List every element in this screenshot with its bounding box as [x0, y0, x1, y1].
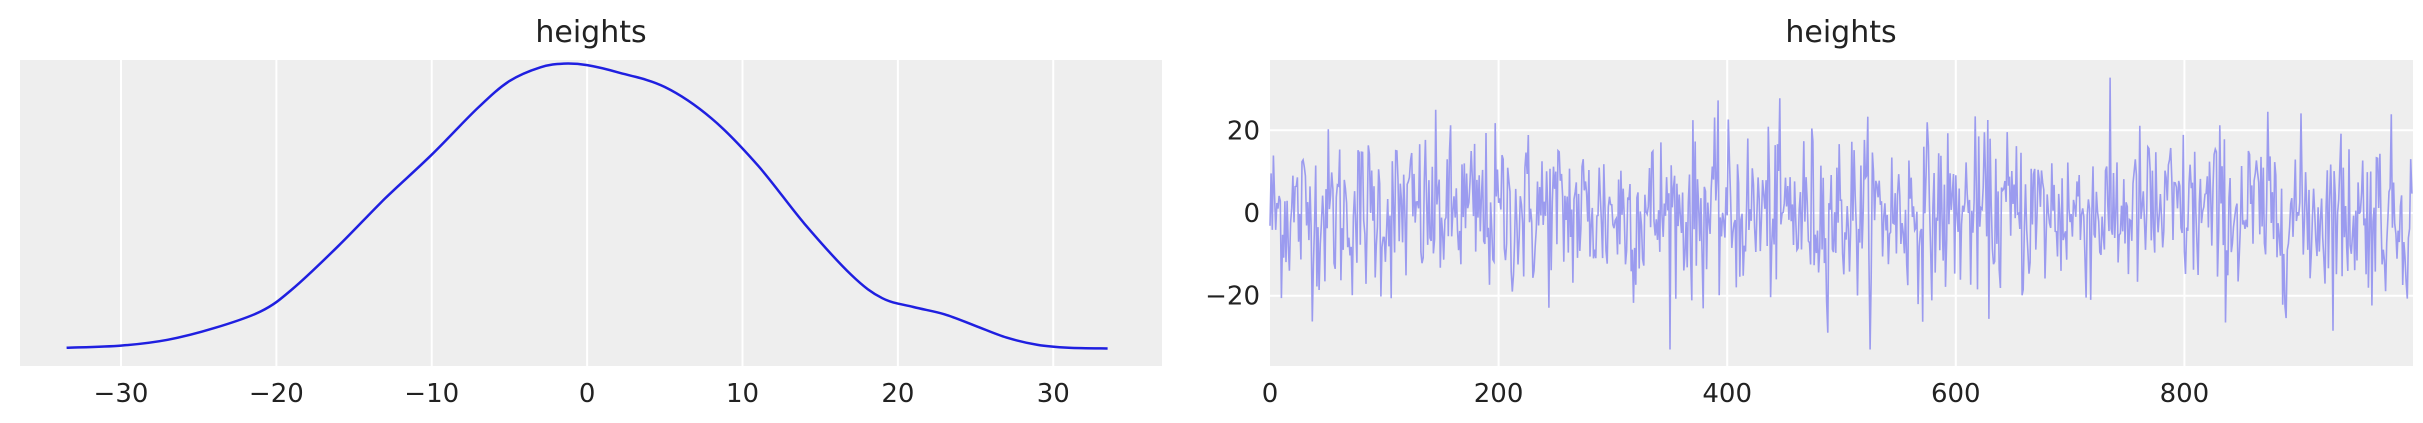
trace-x-tick-label: 400 — [1702, 379, 1752, 409]
kde-x-tick-label: 30 — [1037, 379, 1070, 409]
trace-y-tick-label: 0 — [1243, 199, 1260, 229]
kde-plot-background — [20, 60, 1162, 366]
kde-x-tick-label: 0 — [579, 379, 596, 409]
kde-x-tick-label: −10 — [404, 379, 459, 409]
trace-x-tick-label: 0 — [1262, 379, 1279, 409]
kde-x-tick-labels: −30 −20 −10 0 10 20 30 — [94, 379, 1070, 409]
trace-title: heights — [1785, 15, 1896, 50]
trace-panel: 0 200 400 600 800 −20 0 20 heights — [1205, 15, 2413, 409]
kde-gridlines — [119, 60, 1055, 366]
kde-x-tick-label: 10 — [726, 379, 759, 409]
trace-x-tick-label: 600 — [1931, 379, 1981, 409]
kde-curve — [66, 62, 1108, 350]
trace-x-tick-label: 800 — [2160, 379, 2210, 409]
trace-y-tick-label: 20 — [1227, 116, 1260, 146]
trace-x-tick-label: 200 — [1474, 379, 1524, 409]
trace-y-tick-labels: −20 0 20 — [1205, 116, 1260, 311]
kde-x-tick-label: −30 — [94, 379, 149, 409]
kde-panel: −30 −20 −10 0 10 20 30 heights — [20, 15, 1162, 409]
trace-x-tick-labels: 0 200 400 600 800 — [1262, 379, 2209, 409]
trace-series — [1269, 77, 2413, 350]
kde-x-tick-label: −20 — [249, 379, 304, 409]
kde-title: heights — [535, 15, 646, 50]
kde-x-tick-label: 20 — [881, 379, 914, 409]
trace-y-tick-label: −20 — [1205, 282, 1260, 312]
